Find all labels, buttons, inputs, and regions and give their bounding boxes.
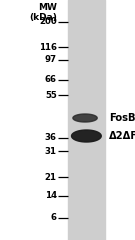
Text: MW
(kDa): MW (kDa) bbox=[29, 3, 57, 22]
Polygon shape bbox=[72, 130, 101, 142]
Text: 14: 14 bbox=[45, 192, 57, 200]
Text: 55: 55 bbox=[45, 90, 57, 100]
Text: FosB: FosB bbox=[109, 113, 135, 123]
Polygon shape bbox=[73, 114, 97, 122]
Text: 97: 97 bbox=[45, 55, 57, 65]
Text: 31: 31 bbox=[45, 146, 57, 156]
Text: 21: 21 bbox=[45, 173, 57, 181]
Text: 66: 66 bbox=[45, 76, 57, 84]
Text: Δ2ΔFosB: Δ2ΔFosB bbox=[109, 131, 135, 141]
Text: 36: 36 bbox=[45, 133, 57, 143]
Text: 116: 116 bbox=[39, 42, 57, 52]
Text: 6: 6 bbox=[51, 214, 57, 222]
Text: 200: 200 bbox=[39, 18, 57, 26]
